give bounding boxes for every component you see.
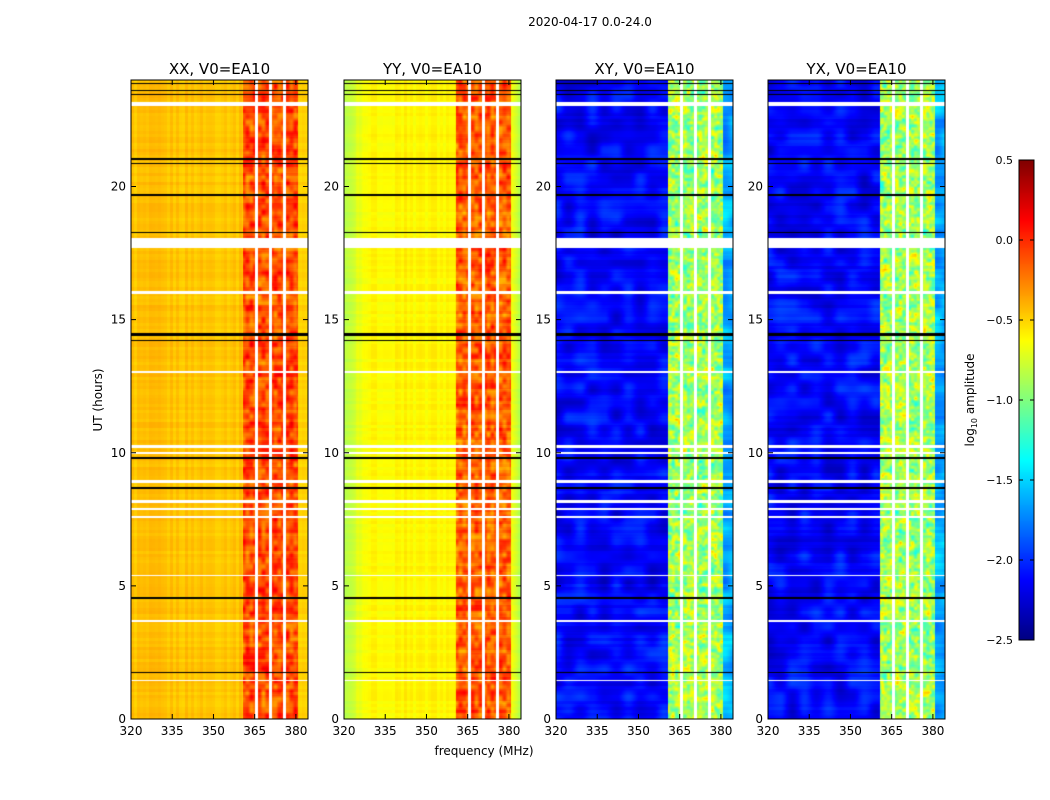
x-tick-label: 380 bbox=[284, 724, 307, 738]
panel-frame bbox=[555, 79, 734, 720]
colorbar-tick-label: 0.5 bbox=[996, 154, 1014, 167]
y-tick-label: 20 bbox=[324, 180, 339, 194]
colorbar-tick-label: −2.5 bbox=[986, 634, 1013, 647]
y-tick-label: 15 bbox=[536, 313, 551, 327]
x-tick-label: 350 bbox=[202, 724, 225, 738]
x-tick-label: 350 bbox=[839, 724, 862, 738]
colorbar-tick-label: 0.0 bbox=[996, 234, 1014, 247]
x-tick-label: 365 bbox=[880, 724, 903, 738]
x-tick-label: 380 bbox=[497, 724, 520, 738]
x-axis-label: frequency (MHz) bbox=[434, 744, 533, 758]
colorbar-tick-label: −2.0 bbox=[986, 554, 1013, 567]
panel-frame bbox=[767, 79, 946, 720]
x-tick-label: 335 bbox=[374, 724, 397, 738]
panel-title: YX, V0=EA10 bbox=[805, 60, 906, 78]
heatmap-panel-xy bbox=[556, 80, 733, 719]
x-tick-label: 365 bbox=[243, 724, 266, 738]
x-tick-label: 380 bbox=[709, 724, 732, 738]
y-tick-label: 20 bbox=[111, 180, 126, 194]
heatmap-panel-yx bbox=[768, 80, 945, 719]
x-tick-label: 335 bbox=[798, 724, 821, 738]
x-tick-label: 320 bbox=[333, 724, 356, 738]
y-tick-label: 10 bbox=[748, 446, 763, 460]
y-tick-label: 5 bbox=[331, 579, 339, 593]
panel-frame bbox=[130, 79, 309, 720]
y-tick-label: 10 bbox=[324, 446, 339, 460]
x-tick-label: 335 bbox=[586, 724, 609, 738]
y-tick-label: 0 bbox=[118, 712, 126, 726]
x-tick-label: 350 bbox=[415, 724, 438, 738]
colorbar-tick-label: −1.0 bbox=[986, 394, 1013, 407]
y-tick-label: 15 bbox=[748, 313, 763, 327]
panel-title: YY, V0=EA10 bbox=[382, 60, 482, 78]
x-tick-label: 320 bbox=[757, 724, 780, 738]
panel-title: XY, V0=EA10 bbox=[594, 60, 694, 78]
x-tick-label: 320 bbox=[120, 724, 143, 738]
y-tick-label: 0 bbox=[543, 712, 551, 726]
y-tick-label: 20 bbox=[748, 180, 763, 194]
x-tick-label: 380 bbox=[921, 724, 944, 738]
colorbar-tick-label: −1.5 bbox=[986, 474, 1013, 487]
x-tick-label: 365 bbox=[668, 724, 691, 738]
y-tick-label: 5 bbox=[543, 579, 551, 593]
y-tick-label: 0 bbox=[331, 712, 339, 726]
y-tick-label: 10 bbox=[111, 446, 126, 460]
y-tick-label: 10 bbox=[536, 446, 551, 460]
x-tick-label: 335 bbox=[161, 724, 184, 738]
x-tick-label: 365 bbox=[456, 724, 479, 738]
y-tick-label: 5 bbox=[755, 579, 763, 593]
x-tick-label: 350 bbox=[627, 724, 650, 738]
x-tick-label: 320 bbox=[545, 724, 568, 738]
y-tick-label: 15 bbox=[324, 313, 339, 327]
colorbar-gradient bbox=[1019, 160, 1034, 640]
heatmap-panel-yy bbox=[344, 80, 521, 719]
panel-title: XX, V0=EA10 bbox=[169, 60, 270, 78]
heatmap-panel-xx bbox=[131, 80, 308, 719]
y-tick-label: 5 bbox=[118, 579, 126, 593]
panel-frame bbox=[343, 79, 522, 720]
y-tick-label: 15 bbox=[111, 313, 126, 327]
colorbar-tick-label: −0.5 bbox=[986, 314, 1013, 327]
y-tick-label: 20 bbox=[536, 180, 551, 194]
y-tick-label: 0 bbox=[755, 712, 763, 726]
colorbar-label: log10 amplitude bbox=[963, 354, 979, 447]
figure-title: 2020-04-17 0.0-24.0 bbox=[528, 15, 652, 29]
y-axis-label: UT (hours) bbox=[91, 368, 105, 431]
